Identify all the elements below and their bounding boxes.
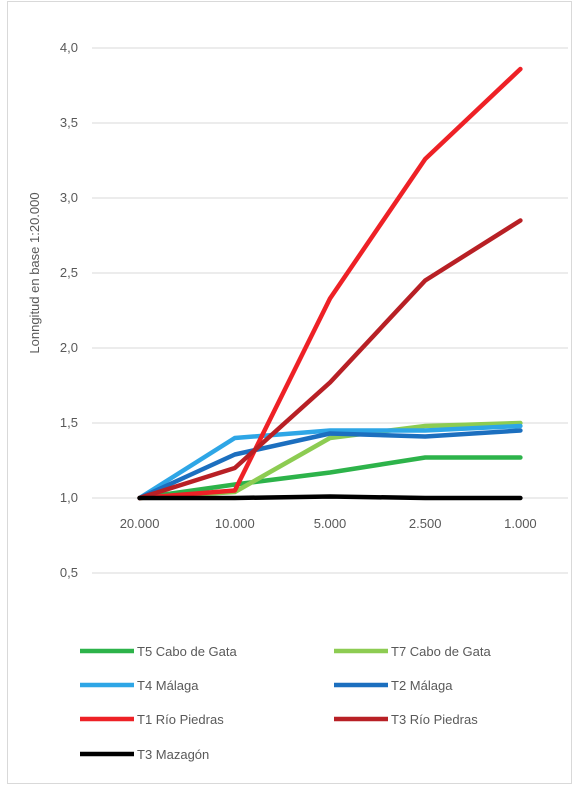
y-tick-label: 1,5	[60, 415, 78, 430]
series-line	[137, 494, 523, 501]
x-tick-label: 5.000	[314, 516, 347, 531]
y-tick-label: 3,0	[60, 190, 78, 205]
legend-label: T1 Río Piedras	[137, 712, 224, 727]
y-tick-label: 1,0	[60, 490, 78, 505]
series-line	[137, 428, 523, 501]
legend: T5 Cabo de Gata T7 Cabo de Gata T4 Málaga T…	[80, 644, 491, 762]
y-tick-label: 4,0	[60, 40, 78, 55]
x-axis-tick-labels: 20.000 10.000 5.000 2.500 1.000	[120, 516, 537, 531]
legend-label: T7 Cabo de Gata	[391, 644, 491, 659]
legend-label: T3 Mazagón	[137, 747, 209, 762]
x-tick-label: 1.000	[504, 516, 537, 531]
y-tick-label: 0,5	[60, 565, 78, 580]
series-line	[137, 218, 523, 501]
y-tick-label: 2,0	[60, 340, 78, 355]
legend-label: T2 Málaga	[391, 678, 453, 693]
y-axis-tick-labels: 0,5 1,0 1,5 2,0 2,5 3,0 3,5 4,0	[60, 40, 78, 580]
legend-label: T4 Málaga	[137, 678, 199, 693]
x-tick-label: 20.000	[120, 516, 160, 531]
series-line	[137, 423, 523, 501]
legend-label: T5 Cabo de Gata	[137, 644, 237, 659]
x-tick-label: 10.000	[215, 516, 255, 531]
y-axis-title: Lonngitud en base 1:20.000	[27, 192, 42, 353]
series-line	[137, 455, 523, 501]
series-line	[137, 66, 523, 501]
y-tick-label: 3,5	[60, 115, 78, 130]
y-tick-label: 2,5	[60, 265, 78, 280]
x-tick-label: 2.500	[409, 516, 442, 531]
chart-area	[7, 1, 572, 784]
series-lines	[137, 66, 523, 501]
legend-label: T3 Río Piedras	[391, 712, 478, 727]
